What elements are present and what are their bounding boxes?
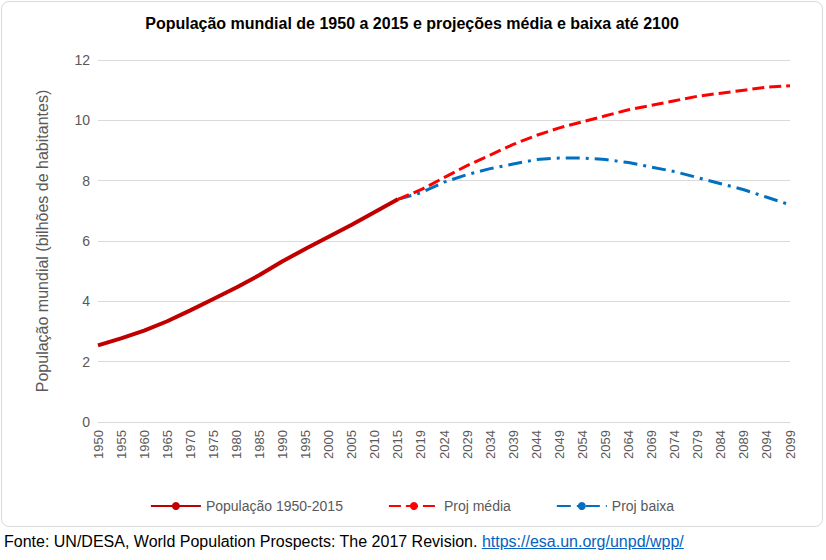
svg-text:8: 8 [82,173,90,189]
svg-text:População 1950-2015: População 1950-2015 [206,498,343,514]
svg-text:2019: 2019 [413,430,428,459]
svg-text:2094: 2094 [759,430,774,459]
svg-text:2024: 2024 [437,430,452,459]
svg-text:2089: 2089 [736,430,751,459]
svg-text:População mundial de 1950 a 20: População mundial de 1950 a 2015 e proje… [145,15,679,32]
svg-text:2059: 2059 [598,430,613,459]
svg-text:1985: 1985 [252,430,267,459]
svg-text:2074: 2074 [667,430,682,459]
svg-text:10: 10 [74,112,90,128]
svg-text:2010: 2010 [367,430,382,459]
svg-text:1965: 1965 [160,430,175,459]
svg-text:1980: 1980 [229,430,244,459]
html-text:Fonte: UN/DESA, World Populati: Fonte: UN/DESA, World Population Prospec… [4,533,684,550]
svg-text:2084: 2084 [713,430,728,459]
svg-text:2049: 2049 [552,430,567,459]
svg-text:6: 6 [82,233,90,249]
svg-text:2005: 2005 [344,430,359,459]
svg-text:2054: 2054 [575,430,590,459]
svg-text:2029: 2029 [460,430,475,459]
svg-text:População mundial (bilhões de: População mundial (bilhões de habitantes… [34,90,51,392]
svg-text:1955: 1955 [114,430,129,459]
svg-text:4: 4 [82,293,90,309]
svg-text:2044: 2044 [529,430,544,459]
svg-text:Proj baixa: Proj baixa [612,498,674,514]
svg-text:Proj média: Proj média [444,498,511,514]
svg-text:1950: 1950 [91,430,106,459]
svg-text:2034: 2034 [483,430,498,459]
svg-text:2064: 2064 [621,430,636,459]
svg-text:2099: 2099 [783,430,798,459]
svg-text:12: 12 [74,52,90,68]
svg-text:1990: 1990 [275,430,290,459]
svg-text:2000: 2000 [321,430,336,459]
svg-text:1970: 1970 [183,430,198,459]
svg-text:2015: 2015 [390,430,405,459]
svg-text:1960: 1960 [137,430,152,459]
svg-text:2039: 2039 [506,430,521,459]
svg-text:1975: 1975 [206,430,221,459]
svg-text:2: 2 [82,354,90,370]
svg-text:2079: 2079 [690,430,705,459]
svg-text:0: 0 [82,414,90,430]
svg-text:2069: 2069 [644,430,659,459]
svg-text:1995: 1995 [298,430,313,459]
